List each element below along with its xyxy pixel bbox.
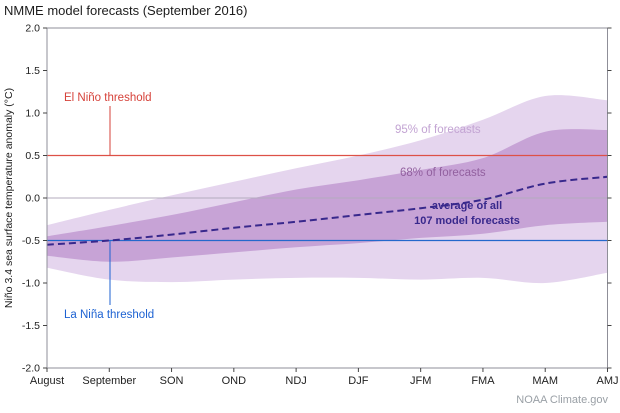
band-68-area — [47, 129, 608, 262]
y-tick-label: -1.5 — [22, 320, 40, 332]
y-axis-title: Niño 3.4 sea surface temperature anomaly… — [3, 88, 15, 308]
x-tick-label: NDJ — [285, 375, 306, 387]
x-tick-label: September — [82, 375, 136, 387]
x-tick-label: AMJ — [597, 375, 619, 387]
y-tick-label: 2.0 — [25, 23, 40, 35]
average-line-label-2: 107 model forecasts — [414, 215, 520, 227]
x-tick-label: DJF — [348, 375, 368, 387]
x-tick-label: JFM — [410, 375, 431, 387]
el-nino-threshold-label: El Niño threshold — [64, 92, 152, 104]
x-tick-label: OND — [222, 375, 247, 387]
band-95-label: 95% of forecasts — [395, 124, 481, 136]
chart-title: NMME model forecasts (September 2016) — [4, 3, 247, 18]
x-tick-label: MAM — [532, 375, 558, 387]
y-tick-label: -0.5 — [22, 235, 40, 247]
y-tick-label: -1.0 — [22, 278, 40, 290]
band-68-label: 68% of forecasts — [400, 167, 486, 179]
y-tick-label: 1.0 — [25, 108, 40, 120]
y-tick-label: 1.5 — [25, 65, 40, 77]
x-tick-label: FMA — [471, 375, 495, 387]
y-tick-label: 0.5 — [25, 150, 40, 162]
average-line-label-1: average of all — [432, 200, 502, 212]
x-tick-label: August — [30, 375, 64, 387]
noaa-climate-credit: NOAA Climate.gov — [516, 394, 608, 406]
y-tick-label: -2.0 — [22, 363, 40, 375]
x-tick-label: SON — [160, 375, 184, 387]
la-nina-threshold-label: La Niña threshold — [64, 309, 154, 321]
y-tick-label: 0.0 — [25, 193, 40, 205]
